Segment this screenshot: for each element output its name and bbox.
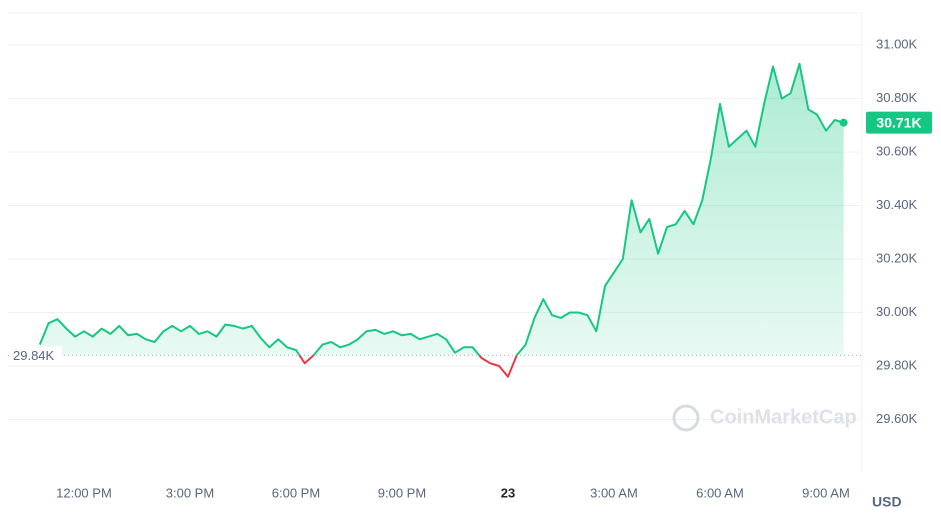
y-tick-label: 30.60K xyxy=(876,144,918,159)
y-tick-label: 30.80K xyxy=(876,90,918,105)
watermark: CoinMarketCap xyxy=(710,406,857,428)
x-tick-label: 6:00 AM xyxy=(696,485,744,500)
reference-label: 29.84K xyxy=(13,348,55,363)
price-line xyxy=(38,62,844,356)
x-tick-label: 3:00 AM xyxy=(590,485,638,500)
last-price-bg xyxy=(866,111,932,134)
y-tick-label: 29.60K xyxy=(876,411,918,426)
last-price-label: 30.71K xyxy=(876,114,921,130)
area-fill xyxy=(39,63,844,356)
x-tick-label: 9:00 PM xyxy=(378,485,426,500)
reference-label-bg xyxy=(10,346,62,365)
y-tick-label: 30.40K xyxy=(876,197,918,212)
x-tick-label: 23 xyxy=(501,485,515,500)
currency-label: USD xyxy=(872,494,902,510)
y-tick-label: 31.00K xyxy=(876,37,918,52)
x-tick-label: 3:00 PM xyxy=(166,485,214,500)
x-tick-label: 6:00 PM xyxy=(272,485,320,500)
x-tick-label: 12:00 PM xyxy=(56,485,112,500)
y-tick-label: 29.80K xyxy=(876,357,918,372)
y-tick-label: 30.00K xyxy=(876,304,918,319)
last-point xyxy=(839,118,848,127)
x-tick-label: 9:00 AM xyxy=(802,485,850,500)
y-tick-label: 30.20K xyxy=(876,250,918,265)
watermark-logo xyxy=(672,404,700,432)
